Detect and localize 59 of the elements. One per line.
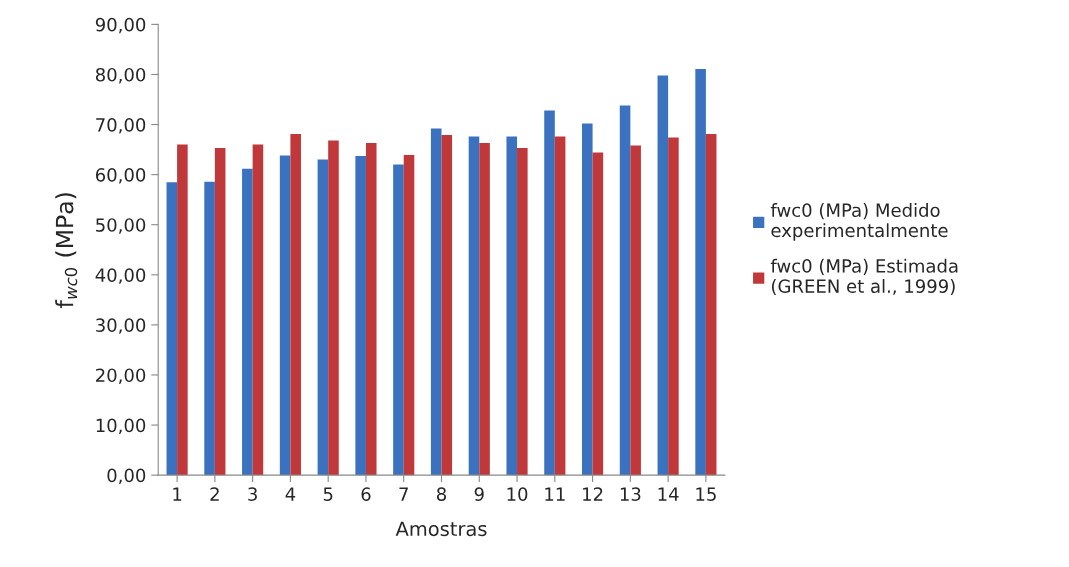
bar <box>279 155 291 476</box>
x-tick-label: 4 <box>285 487 296 501</box>
bar <box>328 140 339 476</box>
x-tick-label: 8 <box>436 487 447 501</box>
bar <box>393 164 404 476</box>
x-tick-label: 5 <box>323 487 333 501</box>
y-tick-label: 60,00 <box>95 168 146 184</box>
bar <box>630 145 641 476</box>
bar <box>657 75 669 476</box>
x-tick-label: 2 <box>210 487 219 501</box>
bar <box>695 68 706 476</box>
bar <box>403 155 415 476</box>
y-tick-label: 0,00 <box>107 468 146 485</box>
bar <box>592 152 604 476</box>
y-tick-label: 40,00 <box>95 268 146 284</box>
bar <box>177 144 188 476</box>
bar <box>554 136 566 476</box>
bar <box>506 136 518 476</box>
bar <box>166 182 178 476</box>
y-axis-title: f$_{wc0}$ (MPa) <box>55 193 78 308</box>
x-tick-label: 6 <box>361 487 371 501</box>
bar <box>479 143 490 476</box>
x-tick-label: 12 <box>583 487 603 501</box>
bar <box>441 135 453 476</box>
y-tick-label: 70,00 <box>96 118 146 134</box>
x-tick-label: 9 <box>474 487 484 501</box>
bar <box>517 148 528 476</box>
x-tick-label: 15 <box>696 487 716 501</box>
bar <box>468 136 480 476</box>
bar <box>355 156 366 476</box>
y-tick-label: 80,00 <box>95 67 146 84</box>
x-tick-label: 10 <box>507 487 528 501</box>
x-tick-label: 3 <box>248 487 257 501</box>
x-tick-label: 1 <box>173 487 182 501</box>
bar <box>252 144 264 476</box>
bar <box>668 137 679 476</box>
x-tick-label: 11 <box>545 487 565 501</box>
y-tick-label: 20,00 <box>96 368 146 384</box>
legend-label: fwc0 (MPa) Medido experimentalmente <box>770 203 948 241</box>
bar <box>430 128 442 476</box>
bar <box>619 105 631 476</box>
bar <box>290 134 301 476</box>
x-axis-title: Amostras <box>395 521 487 537</box>
bar <box>214 148 226 476</box>
y-tick-label: 50,00 <box>96 218 146 234</box>
x-tick-label: 13 <box>620 487 641 501</box>
bar <box>204 181 215 476</box>
legend-label: fwc0 (MPa) Estimada (GREEN et al., 1999) <box>770 258 958 296</box>
bar <box>582 123 593 476</box>
x-tick-label: 7 <box>399 487 408 501</box>
bar <box>365 143 377 476</box>
bar <box>317 159 329 476</box>
x-tick-label: 14 <box>658 487 679 501</box>
y-tick-label: 10,00 <box>96 418 146 435</box>
y-tick-label: 90,00 <box>95 17 146 34</box>
bar <box>544 110 555 476</box>
y-tick-label: 30,00 <box>96 318 146 334</box>
bar <box>705 134 717 476</box>
bar <box>242 168 253 476</box>
